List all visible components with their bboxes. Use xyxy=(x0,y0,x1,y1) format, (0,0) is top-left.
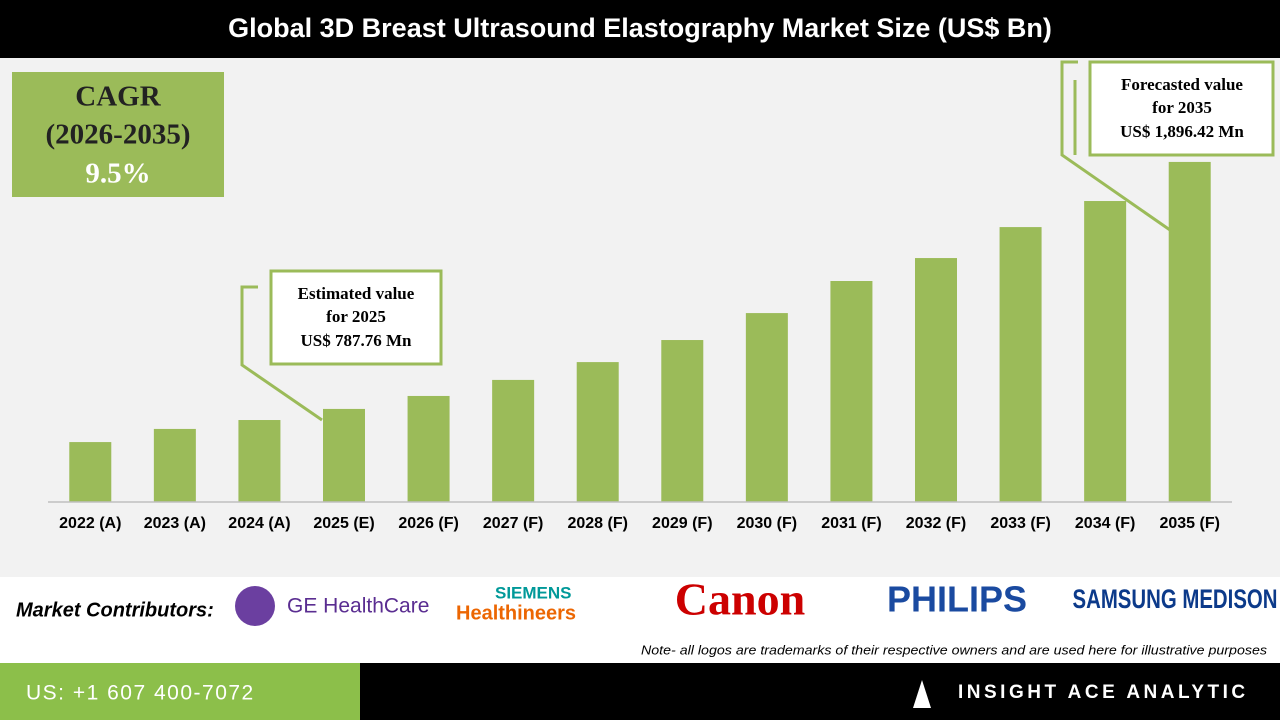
x-tick-label: 2022 (A) xyxy=(59,515,121,532)
chart-title: Global 3D Breast Ultrasound Elastography… xyxy=(228,13,1052,43)
logo: GE HealthCare xyxy=(287,595,429,618)
logo: SIEMENS xyxy=(495,583,572,602)
x-tick-label: 2026 (F) xyxy=(398,515,458,532)
bar xyxy=(153,428,196,502)
brand: INSIGHT ACE ANALYTIC xyxy=(958,682,1249,703)
estimate-line: Estimated value xyxy=(298,284,415,303)
connector xyxy=(1060,60,1171,232)
bar xyxy=(999,227,1042,502)
bar xyxy=(1168,161,1211,502)
logo: Canon xyxy=(675,574,805,625)
x-tick-label: 2030 (F) xyxy=(737,515,797,532)
brand-icon xyxy=(913,680,931,708)
cagr-value: 9.5% xyxy=(85,158,150,190)
x-tick-label: 2023 (A) xyxy=(144,515,206,532)
cagr-title: CAGR xyxy=(75,81,161,113)
estimate-box xyxy=(269,269,443,366)
estimate-line: for 2025 xyxy=(326,307,386,326)
forecast-line: Forecasted value xyxy=(1121,75,1243,94)
phone: US: +1 607 400-7072 xyxy=(26,682,255,705)
bar xyxy=(745,313,788,502)
bar xyxy=(407,395,450,502)
x-tick-label: 2027 (F) xyxy=(483,515,543,532)
phone-band xyxy=(0,663,360,720)
title-bar xyxy=(0,0,1280,58)
contributors-label: Market Contributors: xyxy=(16,599,214,621)
x-tick-label: 2033 (F) xyxy=(990,515,1050,532)
x-tick-label: 2025 (E) xyxy=(313,515,374,532)
x-tick-label: 2032 (F) xyxy=(906,515,966,532)
bar xyxy=(661,340,704,502)
x-tick-label: 2024 (A) xyxy=(228,515,290,532)
x-tick-label: 2034 (F) xyxy=(1075,515,1135,532)
bar xyxy=(830,281,873,502)
connector xyxy=(240,285,323,422)
logo: SAMSUNG MEDISON xyxy=(1073,584,1278,614)
cagr-box xyxy=(12,72,224,197)
estimate-line: US$ 787.76 Mn xyxy=(301,331,413,350)
logo: Healthineers xyxy=(456,602,576,624)
x-tick-label: 2031 (F) xyxy=(821,515,881,532)
note: Note- all logos are trademarks of their … xyxy=(641,643,1267,657)
bar xyxy=(1084,201,1127,502)
bar xyxy=(492,379,535,502)
ge-logo-mark xyxy=(235,586,275,626)
bar xyxy=(323,408,365,502)
cagr-period: (2026-2035) xyxy=(46,119,191,151)
x-tick-label: 2035 (F) xyxy=(1159,515,1219,532)
x-tick-label: 2029 (F) xyxy=(652,515,712,532)
bar xyxy=(238,420,281,502)
bar xyxy=(915,258,957,502)
bar xyxy=(576,362,619,502)
forecast-line: for 2035 xyxy=(1152,98,1212,117)
bar xyxy=(69,442,112,502)
forecast-box xyxy=(1088,60,1275,157)
x-tick-label: 2028 (F) xyxy=(567,515,627,532)
logo: PHILIPS xyxy=(887,579,1027,620)
brand-band xyxy=(360,663,1280,720)
forecast-line: US$ 1,896.42 Mn xyxy=(1120,122,1244,141)
